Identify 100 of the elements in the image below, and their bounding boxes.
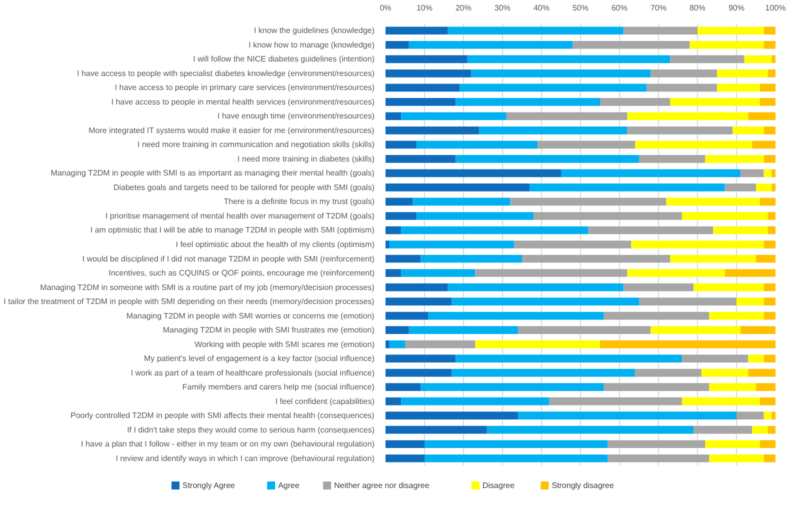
- bar: [724, 184, 756, 192]
- bar: [639, 155, 706, 163]
- bar: [479, 126, 628, 134]
- bar: [386, 155, 456, 163]
- y-tick-label: I have enough time (environment/resources): [218, 112, 375, 121]
- bar: [768, 426, 776, 434]
- bar: [682, 212, 768, 220]
- bar: [475, 340, 600, 348]
- bar: [386, 283, 448, 292]
- bar: [764, 412, 772, 420]
- bar: [386, 454, 424, 462]
- bar: [666, 198, 760, 206]
- bar: [717, 84, 760, 92]
- bar: [639, 298, 736, 306]
- bar: [740, 326, 776, 334]
- bar: [764, 454, 776, 462]
- bar: [386, 84, 460, 92]
- legend-label: Disagree: [482, 481, 516, 490]
- y-tick-label: I need more training in communication and negotiation skills (skills): [138, 140, 375, 150]
- bar: [549, 397, 682, 406]
- legend-label: Strongly Agree: [182, 481, 236, 490]
- bar: [772, 55, 776, 64]
- bar: [405, 340, 476, 348]
- bar: [530, 184, 725, 192]
- bar: [408, 40, 573, 49]
- bar: [389, 240, 514, 248]
- bar: [764, 312, 776, 320]
- bar: [764, 240, 776, 248]
- bar: [424, 440, 608, 448]
- bar: [386, 69, 472, 78]
- bar: [510, 198, 666, 206]
- bar: [386, 226, 402, 234]
- bar: [386, 383, 421, 391]
- bar: [420, 254, 522, 263]
- bar: [646, 84, 717, 92]
- bar: [386, 426, 487, 434]
- bar: [386, 340, 390, 348]
- bar: [538, 140, 636, 149]
- bar: [748, 354, 764, 362]
- y-tick-label: I feel confident (capabilities): [275, 396, 375, 406]
- y-tick-label: Working with people with SMI scares me (emotion): [194, 340, 375, 349]
- bar: [386, 26, 448, 35]
- bar: [623, 283, 694, 292]
- bar: [724, 269, 776, 277]
- bar: [386, 169, 561, 178]
- bar: [416, 212, 534, 220]
- y-tick-label: I will follow the NICE diabetes guidelines (intention): [193, 54, 375, 64]
- bar: [456, 98, 600, 106]
- bar: [682, 354, 748, 362]
- bar: [756, 254, 776, 263]
- bar: [386, 412, 518, 420]
- bar: [650, 69, 717, 78]
- bar: [448, 26, 624, 35]
- bar: [744, 55, 772, 64]
- bar: [475, 269, 628, 277]
- bar: [701, 368, 748, 377]
- bar: [386, 269, 402, 277]
- bar: [698, 26, 764, 35]
- bar: [428, 312, 604, 320]
- bar: [389, 340, 405, 348]
- y-tick-label: There is a definite focus in my trust (goals): [224, 197, 375, 206]
- bar: [386, 140, 417, 149]
- bar: [588, 226, 714, 234]
- legend-label: Strongly disagree: [552, 481, 615, 490]
- bar: [760, 440, 776, 448]
- bar: [386, 98, 456, 106]
- bar: [709, 383, 756, 391]
- bar: [752, 426, 768, 434]
- bar: [518, 326, 651, 334]
- bar: [627, 126, 733, 134]
- y-tick-label: I am optimistic that I will be able to manage T2DM in people with SMI (optimism): [90, 226, 375, 235]
- bar: [705, 440, 760, 448]
- y-tick-label: I have access to people in mental health services (environment/resources): [111, 97, 375, 106]
- y-tick-label: I know how to manage (knowledge): [248, 40, 375, 50]
- bar: [608, 454, 710, 462]
- y-tick-label: Diabetes goals and targets need to be tailored for people with SMI (goals): [113, 182, 375, 192]
- y-tick-label: I review and identify ways in which I can improve (behavioural regulation): [116, 454, 375, 463]
- bar: [760, 84, 776, 92]
- bar: [386, 212, 417, 220]
- bar: [760, 397, 776, 406]
- bar: [386, 326, 409, 334]
- x-tick-label: 10%: [416, 4, 433, 12]
- bar: [452, 298, 639, 306]
- bar: [748, 112, 776, 120]
- y-tick-label: I need more training in diabetes (skills): [238, 154, 375, 164]
- bar: [467, 55, 670, 64]
- bar: [514, 240, 632, 248]
- bar: [690, 40, 764, 49]
- bar: [764, 26, 776, 35]
- x-tick-label: 40%: [533, 4, 550, 12]
- bar: [386, 240, 390, 248]
- bar: [401, 112, 506, 120]
- y-tick-label: I prioritise management of mental health over management of T2DM (goals): [105, 211, 375, 220]
- bar: [764, 155, 776, 163]
- bar: [764, 126, 776, 134]
- bar: [694, 426, 752, 434]
- bar: [416, 140, 538, 149]
- y-tick-label: Incentives, such as CQUINS or QOF points, encourage me (reinforcement): [108, 268, 375, 278]
- bar: [386, 254, 421, 263]
- bar: [401, 226, 588, 234]
